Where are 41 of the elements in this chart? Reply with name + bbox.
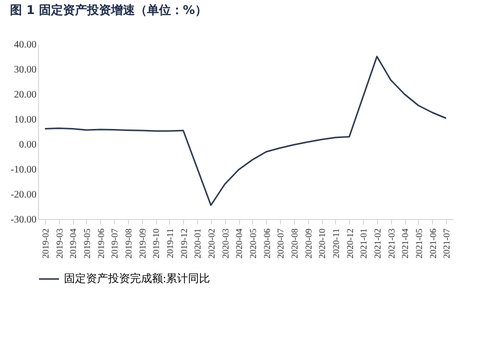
x-tick-label: 2019-02 [40,228,50,258]
x-tick-label: 2020-12 [344,228,355,258]
x-tick-label: 2021-06 [428,228,438,258]
x-tick-label: 2020-07 [276,228,286,258]
x-tick-label: 2019-11 [164,228,175,258]
x-tick-label: 2020-05 [248,228,258,258]
x-tick-label: 2020-02 [206,228,216,258]
legend-label: 固定资产投资完成额:累计同比 [64,272,210,285]
x-tick-label: 2020-06 [262,228,272,258]
x-tick-label: 2020-03 [220,228,230,258]
y-tick-label: 40.00 [14,40,36,50]
x-tick-label: 2021-07 [442,228,452,258]
y-tick-label: 20.00 [14,90,36,100]
x-tick-label: 2019-07 [110,228,120,258]
x-tick-label: 2020-01 [192,228,203,258]
x-tick-label: 2021-02 [372,228,382,258]
x-tick-label: 2019-09 [137,228,148,258]
x-tick-label: 2020-11 [330,228,341,258]
x-tick-label: 2019-04 [68,228,78,258]
x-tick-label: 2021-04 [400,228,410,258]
y-tick-label: 30.00 [14,64,36,76]
x-tick-label: 2019-12 [178,228,189,258]
x-tick-label: 2021-05 [414,228,424,258]
chart-title: 图 1 固定资产投资增速（单位：%） [10,3,207,17]
y-tick-label: -10.00 [10,164,36,176]
x-tick-label: 2019-08 [123,228,134,258]
y-tick-label: 0.00 [19,140,36,150]
x-tick-label: 2020-10 [317,228,328,258]
line-series [44,56,447,206]
x-tick-label: 2019-06 [96,228,106,258]
x-tick-label: 2019-03 [54,228,64,258]
x-tick-label: 2019-10 [151,228,162,258]
x-tick-label: 2020-08 [289,228,300,258]
x-tick-label: 2020-04 [234,228,244,258]
x-tick-label: 2020-09 [303,228,314,258]
y-tick-label: -30.00 [10,214,36,226]
y-tick-label: -20.00 [10,190,36,200]
x-tick-label: 2019-05 [82,228,92,258]
y-tick-label: 10.00 [14,114,36,126]
x-tick-label: 2021-01 [358,228,369,258]
x-tick-label: 2021-03 [386,228,396,258]
